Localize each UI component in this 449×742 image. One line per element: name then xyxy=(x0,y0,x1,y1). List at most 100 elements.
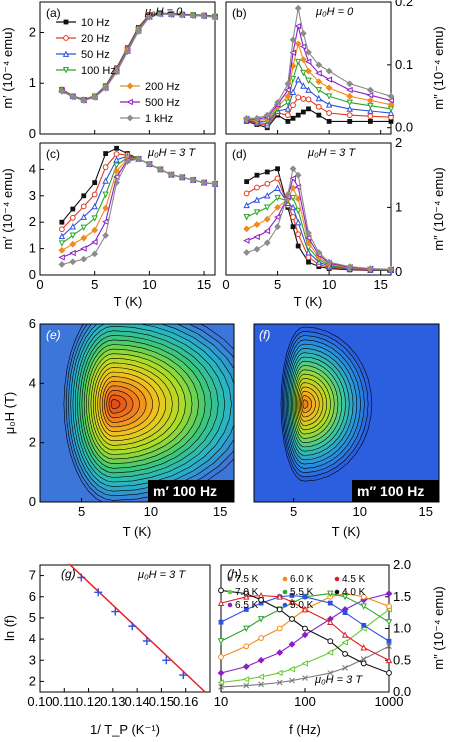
data-point-b xyxy=(326,119,332,124)
data-point-h xyxy=(385,590,393,597)
x-tick-label-f: 5 xyxy=(290,504,297,519)
data-point-h xyxy=(327,600,333,606)
data-point-h xyxy=(301,631,309,639)
data-point-b xyxy=(284,86,291,94)
series-line-h xyxy=(220,593,390,658)
data-point-b xyxy=(388,119,394,124)
data-point-c xyxy=(113,179,120,186)
data-point-d xyxy=(295,243,301,249)
data-point-a xyxy=(167,11,175,19)
caption-f: m″ 100 Hz xyxy=(357,483,424,499)
data-point-b xyxy=(366,86,374,94)
legend-label: 1 kHz xyxy=(145,113,173,125)
series-line-b-2 xyxy=(246,78,392,125)
data-point-h xyxy=(288,665,295,673)
data-point-d xyxy=(274,194,281,202)
data-point-c xyxy=(69,232,77,239)
condition-h: μ₀H = 3 T xyxy=(314,674,363,686)
data-point-b xyxy=(387,101,395,109)
condition-g: μ₀H = 3 T xyxy=(137,569,186,581)
xlabel-c: T (K) xyxy=(114,294,143,309)
data-point-b xyxy=(367,113,374,120)
x-tick-label-e: 10 xyxy=(144,504,158,519)
condition-d: μ₀H = 3 T xyxy=(307,147,356,159)
legend-label: 7.5 K xyxy=(235,574,259,585)
data-point-a xyxy=(124,48,131,56)
data-point-h xyxy=(258,635,264,641)
data-point-b xyxy=(300,109,306,115)
data-point-h xyxy=(289,616,295,622)
data-point-h xyxy=(301,605,309,613)
data-point-b xyxy=(294,58,302,66)
data-point-d xyxy=(306,259,311,265)
data-point-d xyxy=(294,207,302,215)
data-point-b xyxy=(285,119,291,124)
data-point-h xyxy=(302,594,308,600)
data-point-c xyxy=(178,173,186,181)
y-tick-label-g: 5 xyxy=(29,610,36,625)
ylabel-c: m′ (10⁻⁴ emu) xyxy=(0,168,15,249)
data-point-d xyxy=(305,229,312,237)
condition-labels: μ₀H = 0 μ₀H = 0 μ₀H = 3 T μ₀H = 3 T μ₀H … xyxy=(137,6,363,686)
panel-label-g: (g) xyxy=(61,567,76,581)
data-point-c xyxy=(58,261,66,268)
data-point-c xyxy=(92,180,98,185)
data-point-a xyxy=(145,13,153,21)
data-point-h xyxy=(218,684,224,690)
contour-level xyxy=(110,399,121,410)
data-point-d xyxy=(315,253,323,261)
series-line-h xyxy=(220,594,390,661)
data-point-a xyxy=(91,94,99,101)
x-tick-label-g: 0.11 xyxy=(52,694,76,709)
data-point-c xyxy=(91,191,98,198)
data-point-b xyxy=(304,58,312,65)
data-point-b xyxy=(284,112,291,119)
caption-e-box xyxy=(148,480,234,502)
data-point-b xyxy=(346,105,353,112)
data-point-h xyxy=(360,660,367,667)
data-point-h xyxy=(218,587,224,594)
data-point-b xyxy=(325,84,333,92)
panel-labels: (a) (b) (c) (d) (e) (f) (g) (h) xyxy=(46,6,270,581)
data-point-a xyxy=(178,11,186,19)
data-point-c xyxy=(124,158,131,165)
data-point-b xyxy=(300,69,307,77)
panel-label-h: (h) xyxy=(227,567,242,581)
y-tick-label-g: 6 xyxy=(29,589,36,604)
data-point-b xyxy=(306,106,311,112)
data-point-d xyxy=(290,214,296,220)
data-point-b xyxy=(294,76,302,83)
y-tick-label-e: 0 xyxy=(29,494,36,509)
x-tick-label-g: 0.16 xyxy=(173,694,198,709)
data-point-d xyxy=(290,224,296,230)
data-point-c xyxy=(91,226,99,234)
y-tick-label-g: 3 xyxy=(29,652,36,667)
data-point-h xyxy=(385,656,393,664)
condition-b: μ₀H = 0 xyxy=(315,6,354,18)
data-point-c xyxy=(80,224,87,231)
data-point-c xyxy=(80,255,88,263)
x-tick-label-d: 10 xyxy=(322,277,336,292)
fit-line xyxy=(68,563,206,693)
legend-label: 4.0 K xyxy=(342,587,366,598)
data-point-d xyxy=(295,231,302,238)
data-point-d xyxy=(264,169,270,175)
data-point-h xyxy=(218,654,224,660)
ylabel-e: μ₀H (T) xyxy=(2,392,17,435)
data-point-h xyxy=(289,593,295,598)
data-point-b xyxy=(253,114,261,122)
panel-e-heatmap xyxy=(40,324,234,502)
data-point-c xyxy=(58,232,66,240)
legend-marker xyxy=(227,602,233,608)
data-point-d xyxy=(325,258,333,266)
legend-label: 500 Hz xyxy=(145,97,180,109)
ylabel-h: m″ (10⁻⁴ emu) xyxy=(431,586,446,670)
data-point-h xyxy=(242,676,250,683)
data-point-d xyxy=(264,204,271,211)
data-point-h xyxy=(386,643,392,650)
data-point-h xyxy=(243,590,250,597)
data-point-b xyxy=(315,61,323,69)
x-tick-label-d: 5 xyxy=(274,277,281,292)
data-point-h xyxy=(217,669,225,677)
